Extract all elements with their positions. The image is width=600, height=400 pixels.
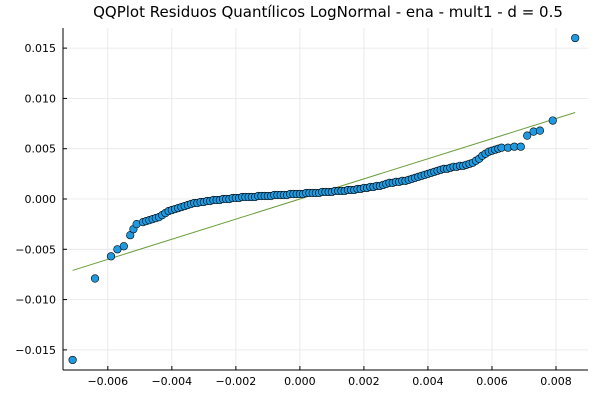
data-point bbox=[516, 142, 525, 151]
x-tick-labels: −0.006 −0.004 −0.002 0.000 0.002 0.004 0.006 0.… bbox=[87, 375, 571, 388]
x-tick-label: 0.008 bbox=[540, 375, 572, 388]
data-point bbox=[571, 33, 580, 43]
x-tick-label: −0.002 bbox=[216, 375, 257, 388]
data-point bbox=[523, 131, 532, 140]
y-tick-label: −0.015 bbox=[15, 344, 56, 357]
data-point bbox=[119, 242, 128, 251]
data-point bbox=[68, 355, 77, 365]
x-tick-label: −0.004 bbox=[151, 375, 192, 388]
y-tick-label: 0.005 bbox=[25, 143, 57, 156]
y-tick-label: 0.000 bbox=[25, 193, 57, 206]
y-tick-label: −0.010 bbox=[15, 294, 56, 307]
y-tick-label: 0.010 bbox=[25, 92, 57, 105]
data-point bbox=[535, 126, 545, 135]
x-tick-label: −0.006 bbox=[87, 375, 128, 388]
grid bbox=[63, 28, 588, 370]
x-tick-label: 0.004 bbox=[412, 375, 444, 388]
data-points bbox=[68, 33, 580, 365]
axes bbox=[62, 28, 588, 371]
x-tick-label: 0.006 bbox=[476, 375, 508, 388]
data-point bbox=[90, 274, 100, 283]
x-tick-label: 0.000 bbox=[284, 375, 316, 388]
data-point bbox=[106, 252, 116, 261]
data-point bbox=[548, 116, 557, 125]
chart-title: QQPlot Residuos Quantílicos LogNormal - … bbox=[93, 3, 563, 21]
y-tick-label: 0.015 bbox=[25, 42, 57, 55]
y-tick-label: −0.005 bbox=[15, 243, 56, 256]
x-tick-label: 0.002 bbox=[348, 375, 380, 388]
y-tick-labels: −0.015 −0.010 −0.005 0.000 0.005 0.010 0.015 bbox=[15, 42, 56, 357]
